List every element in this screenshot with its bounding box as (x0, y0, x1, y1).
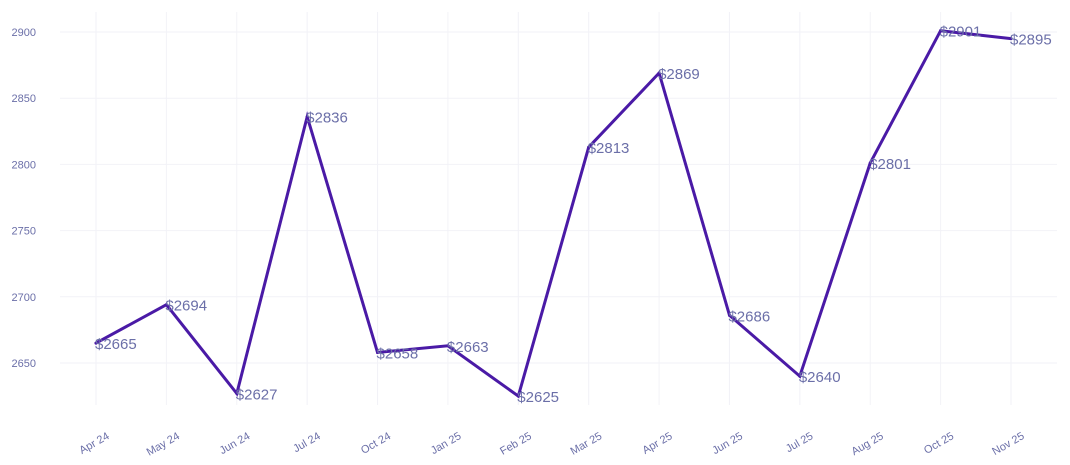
y-tick-label: 2900 (12, 27, 36, 39)
x-tick-label: Aug 25 (850, 430, 886, 458)
y-tick-label: 2800 (12, 159, 36, 171)
x-tick-label: Jun 25 (710, 430, 745, 457)
x-tick-label: Feb 25 (498, 430, 534, 458)
data-label: $2640 (799, 369, 841, 386)
data-label: $2895 (1010, 32, 1052, 49)
y-tick-label: 2700 (12, 292, 36, 304)
series (94, 29, 1013, 399)
data-label: $2901 (940, 24, 982, 41)
x-axis: Apr 24 May 24 Jun 24 Jul 24 Oct 24 Jan 25 Feb … (77, 430, 1026, 458)
series-line (94, 29, 1013, 399)
data-point (868, 161, 872, 165)
data-label: $2625 (517, 389, 559, 406)
data-point (939, 29, 943, 33)
data-labels: $2665 $2694 $2627 $2836 $2658 $2663 $2625 $2813… (95, 24, 1052, 406)
x-tick-label: Mar 25 (569, 430, 605, 458)
x-tick-label: Jun 24 (218, 430, 253, 457)
x-tick-label: Oct 25 (922, 430, 956, 457)
y-tick-label: 2850 (12, 93, 36, 105)
data-point (446, 344, 450, 348)
x-tick-label: Nov 25 (990, 430, 1026, 458)
data-point (235, 391, 239, 395)
x-tick-label: Jan 25 (429, 430, 464, 457)
data-point (164, 303, 168, 307)
x-tick-label: Jul 24 (291, 430, 322, 455)
x-tick-label: Jul 25 (784, 430, 815, 455)
data-label: $2658 (377, 345, 419, 362)
x-tick-label: May 24 (145, 430, 182, 458)
data-point (798, 374, 802, 378)
data-point (727, 313, 731, 317)
x-tick-label: Oct 24 (359, 430, 393, 457)
data-label: $2686 (728, 308, 770, 325)
y-axis: 2650 2700 2750 2800 2850 2900 (12, 27, 36, 370)
data-point (376, 350, 380, 354)
data-label: $2663 (447, 339, 489, 356)
grid (60, 12, 1057, 405)
x-tick-label: Apr 25 (640, 430, 674, 457)
y-tick-label: 2750 (12, 226, 36, 238)
data-label: $2869 (658, 66, 700, 83)
data-point (305, 115, 309, 119)
data-point (516, 394, 520, 398)
data-point (1009, 37, 1013, 41)
data-label: $2665 (95, 336, 137, 353)
data-point (94, 341, 98, 345)
y-tick-label: 2650 (12, 358, 36, 370)
data-point (657, 71, 661, 75)
x-tick-label: Apr 24 (77, 430, 111, 457)
data-label: $2836 (306, 110, 348, 127)
data-label: $2813 (588, 140, 630, 157)
data-label: $2801 (869, 156, 911, 173)
data-label: $2694 (165, 298, 207, 315)
data-label: $2627 (236, 386, 278, 403)
data-point (587, 145, 591, 149)
